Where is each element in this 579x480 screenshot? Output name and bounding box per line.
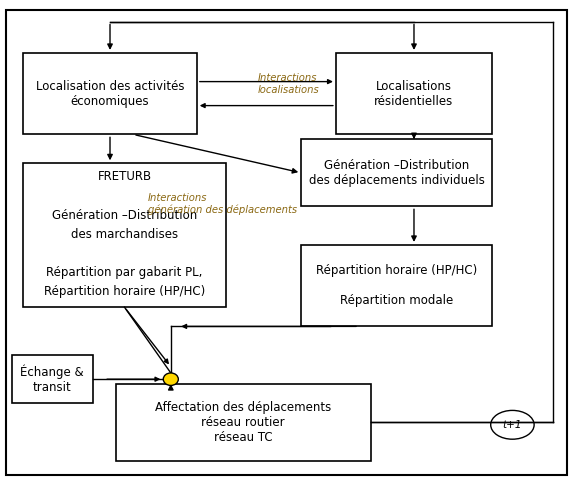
Text: FRETURB: FRETURB [97,170,152,183]
FancyBboxPatch shape [23,53,197,134]
Text: t+1: t+1 [503,420,522,430]
FancyBboxPatch shape [23,163,226,307]
FancyBboxPatch shape [12,355,93,403]
Text: Répartition horaire (HP/HC): Répartition horaire (HP/HC) [44,285,205,299]
Text: Affectation des déplacements
réseau routier
réseau TC: Affectation des déplacements réseau rout… [155,401,331,444]
Text: Génération –Distribution: Génération –Distribution [52,208,197,222]
Text: Génération –Distribution
des déplacements individuels: Génération –Distribution des déplacement… [309,159,485,187]
FancyBboxPatch shape [116,384,371,461]
FancyBboxPatch shape [6,10,567,475]
Text: Échange &
transit: Échange & transit [20,364,84,394]
Ellipse shape [490,410,534,439]
Text: Localisations
résidentielles: Localisations résidentielles [375,80,453,108]
Text: Répartition horaire (HP/HC)
 
Répartition modale: Répartition horaire (HP/HC) Répartition … [316,264,477,307]
Text: Interactions
génération des déplacements: Interactions génération des déplacements [148,193,297,215]
Text: Interactions
localisations: Interactions localisations [258,73,320,95]
FancyBboxPatch shape [336,53,492,134]
Text: Localisation des activités
économiques: Localisation des activités économiques [36,80,184,108]
Circle shape [163,373,178,385]
FancyBboxPatch shape [301,245,492,326]
Text: des marchandises: des marchandises [71,228,178,241]
Text: Répartition par gabarit PL,: Répartition par gabarit PL, [46,266,203,279]
FancyBboxPatch shape [301,139,492,206]
